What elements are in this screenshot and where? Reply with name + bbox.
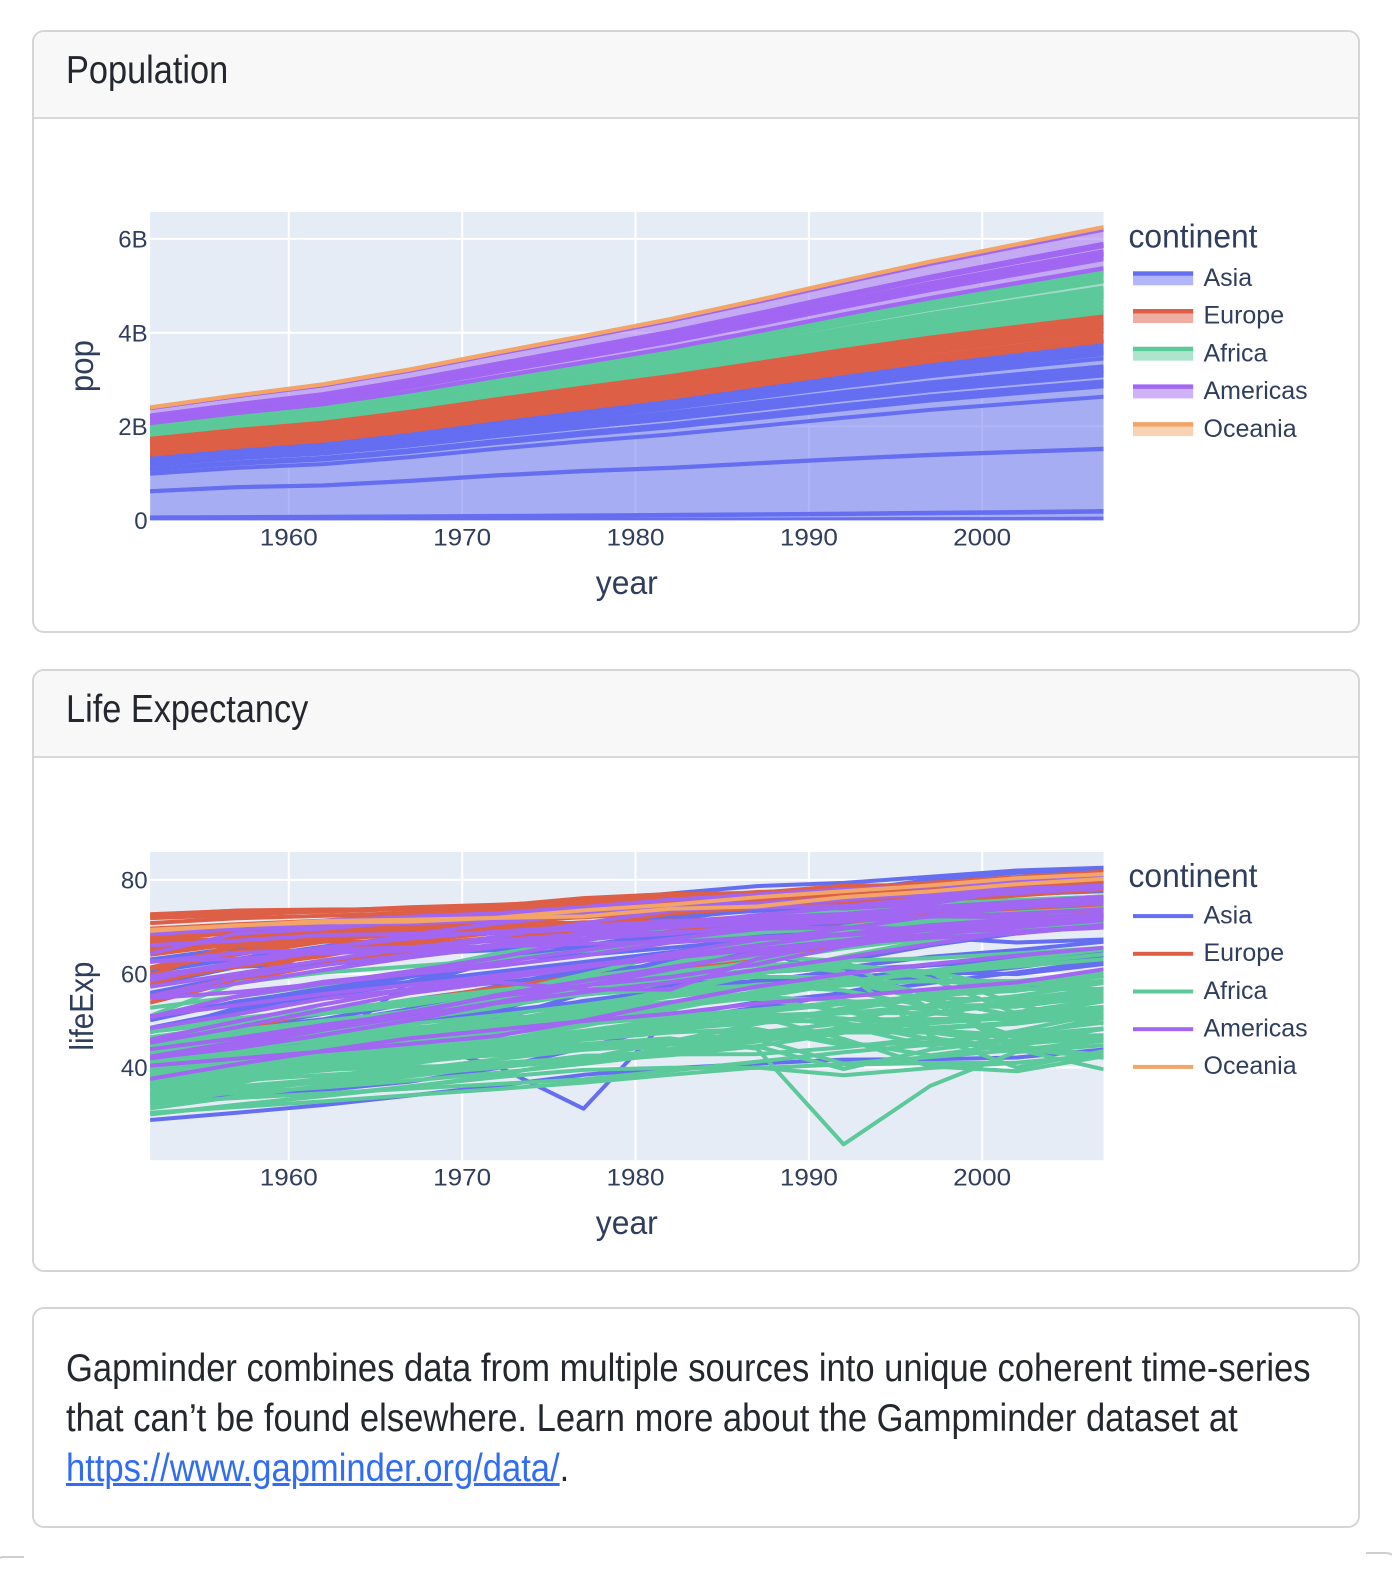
svg-text:2000: 2000 bbox=[953, 1165, 1011, 1192]
svg-text:year: year bbox=[596, 1204, 658, 1241]
svg-text:Europe: Europe bbox=[1204, 939, 1285, 967]
svg-text:Oceania: Oceania bbox=[1204, 1052, 1297, 1080]
svg-text:2000: 2000 bbox=[953, 525, 1011, 552]
svg-text:60: 60 bbox=[121, 961, 148, 988]
svg-text:Asia: Asia bbox=[1204, 901, 1253, 929]
svg-text:1970: 1970 bbox=[433, 525, 491, 552]
svg-text:Europe: Europe bbox=[1204, 302, 1285, 330]
svg-text:Asia: Asia bbox=[1204, 264, 1253, 292]
svg-text:Africa: Africa bbox=[1204, 977, 1268, 1005]
svg-text:80: 80 bbox=[121, 868, 148, 895]
svg-text:Americas: Americas bbox=[1204, 377, 1308, 405]
svg-text:pop: pop bbox=[63, 340, 100, 392]
svg-text:1970: 1970 bbox=[433, 1165, 491, 1192]
svg-text:1960: 1960 bbox=[260, 525, 318, 552]
svg-text:6B: 6B bbox=[118, 227, 147, 254]
svg-text:Africa: Africa bbox=[1204, 339, 1268, 367]
svg-text:year: year bbox=[596, 564, 658, 601]
svg-text:1980: 1980 bbox=[607, 1165, 665, 1192]
svg-text:lifeExp: lifeExp bbox=[63, 962, 100, 1051]
svg-text:Americas: Americas bbox=[1204, 1015, 1308, 1043]
svg-text:Oceania: Oceania bbox=[1204, 415, 1297, 443]
svg-text:1990: 1990 bbox=[780, 525, 838, 552]
svg-text:1990: 1990 bbox=[780, 1165, 838, 1192]
svg-text:continent: continent bbox=[1129, 857, 1258, 894]
svg-text:0: 0 bbox=[134, 508, 147, 535]
svg-text:4B: 4B bbox=[118, 320, 147, 347]
svg-text:40: 40 bbox=[121, 1055, 148, 1082]
svg-text:1980: 1980 bbox=[607, 525, 665, 552]
svg-text:2B: 2B bbox=[118, 414, 147, 441]
svg-text:continent: continent bbox=[1129, 217, 1258, 254]
svg-text:1960: 1960 bbox=[260, 1165, 318, 1192]
